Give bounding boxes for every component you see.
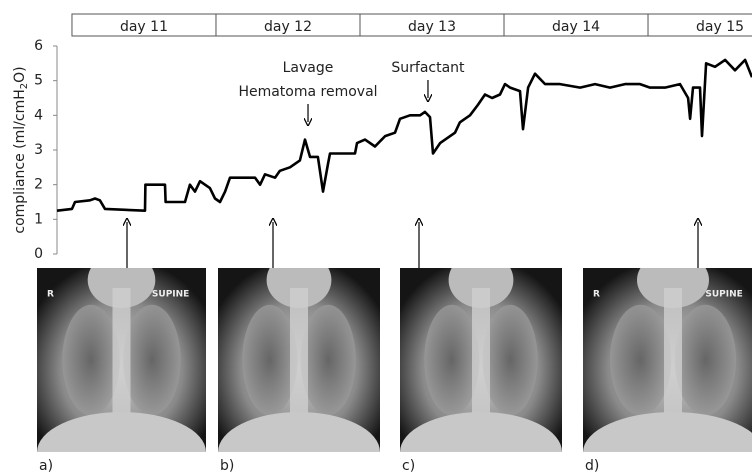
day-label: day 13 [408, 19, 456, 35]
xray-content: R SUPINE [583, 252, 752, 476]
page: {"chart_data": {"type": "line", "y_label… [0, 0, 752, 476]
xray-image: c) [400, 252, 562, 476]
image-tag: R [47, 290, 54, 300]
y-tick-label: 1 [34, 211, 43, 227]
lung-left [242, 305, 297, 415]
image-tag: SUPINE [705, 290, 742, 300]
figure: compliance (ml/cmH2O) 0 1 2 3 4 5 6 day 11 day 1… [0, 0, 752, 476]
compliance-line [57, 60, 752, 211]
annotation: Hematoma removal [238, 84, 377, 100]
lung-right [123, 305, 180, 415]
image-label: b) [220, 458, 234, 474]
lung-left [424, 305, 479, 415]
y-tick-label: 6 [34, 38, 43, 54]
y-tick-label: 0 [34, 246, 43, 262]
lung-left [610, 305, 671, 415]
y-tick-label: 2 [34, 177, 43, 193]
y-tick-label: 4 [34, 107, 43, 123]
y-tick-label: 5 [34, 73, 43, 89]
image-label: c) [402, 458, 415, 474]
xray-content [400, 252, 562, 476]
xray-content [218, 252, 380, 476]
xray-image: R SUPINE d) [583, 252, 752, 476]
image-tag: R [593, 290, 600, 300]
day-label: day 14 [552, 19, 600, 35]
annotation: Surfactant [391, 60, 465, 76]
day-label: day 15 [696, 19, 744, 35]
annotation: Lavage [283, 60, 334, 76]
xray-image: R SUPINE a) [37, 252, 206, 476]
lung-left [62, 305, 119, 415]
y-tick-label: 3 [34, 142, 43, 158]
day-label: day 11 [120, 19, 168, 35]
day-label: day 12 [264, 19, 312, 35]
lung-right [301, 305, 356, 415]
image-label: d) [585, 458, 599, 474]
image-label: a) [39, 458, 53, 474]
y-axis-label: compliance (ml/cmH2O) [12, 66, 30, 233]
xray-content: R SUPINE [37, 252, 206, 476]
lung-right [675, 305, 736, 415]
lung-right [483, 305, 538, 415]
image-tag: SUPINE [152, 290, 189, 300]
image-arrows [127, 222, 698, 268]
xray-image: b) [218, 252, 380, 476]
